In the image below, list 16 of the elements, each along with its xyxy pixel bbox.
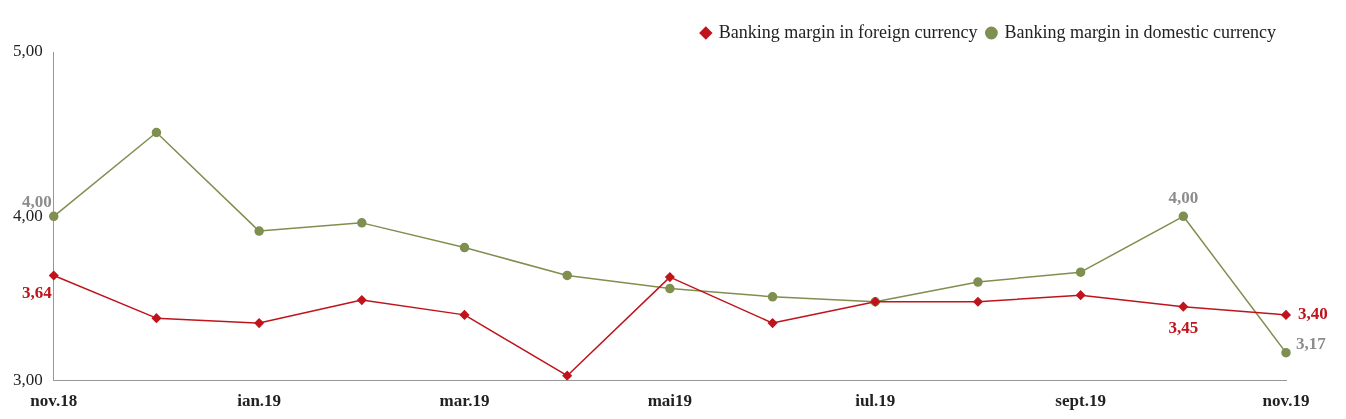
data-label: 3,17 — [1296, 334, 1327, 354]
y-tick-label: 5,00 — [13, 41, 43, 61]
x-tick-label: nov.19 — [1262, 391, 1310, 411]
x-tick-label: sept.19 — [1055, 391, 1106, 411]
x-tick-label: ian.19 — [237, 391, 282, 411]
data-label: 3,45 — [1168, 318, 1199, 338]
x-tick-label: mai19 — [647, 391, 693, 411]
data-label: 3,40 — [1298, 304, 1328, 324]
x-tick-label: nov.18 — [30, 391, 78, 411]
legend-label: Banking margin in foreign currency — [718, 21, 978, 42]
x-tick-label: mar.19 — [439, 391, 490, 411]
x-tick-label: iul.19 — [855, 391, 896, 411]
y-tick-label: 3,00 — [13, 370, 43, 390]
data-label: 3,64 — [22, 282, 53, 302]
data-label: 4,00 — [1168, 187, 1199, 207]
legend-label: Banking margin in domestic currency — [1004, 21, 1277, 42]
